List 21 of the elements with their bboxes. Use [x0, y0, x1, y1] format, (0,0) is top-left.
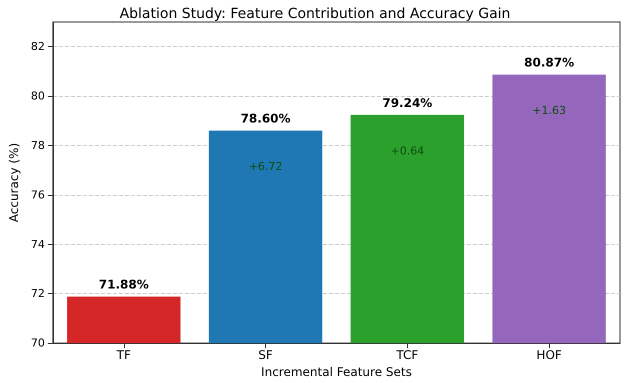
x-tick-label: HOF [536, 348, 562, 362]
annotation: +1.63 [532, 104, 566, 118]
y-tick-label: 72 [30, 287, 45, 300]
y-tick-label: 82 [30, 40, 45, 54]
y-tick-label: 70 [30, 336, 45, 350]
y-tick-label: 74 [30, 238, 45, 251]
y-tick-label: 76 [30, 188, 45, 202]
y-axis-title: Accuracy (%) [7, 142, 21, 222]
x-axis-title: Incremental Feature Sets [261, 365, 412, 379]
chart-title: Ablation Study: Feature Contribution and Accuracy Gain [120, 6, 510, 22]
annotation: +0.64 [390, 144, 424, 158]
data-label: 78.60% [240, 112, 291, 126]
data-label: 79.24% [382, 96, 432, 110]
data-label: 80.87% [524, 56, 574, 70]
x-tick-label: TCF [395, 348, 418, 362]
x-tick-label: SF [258, 348, 273, 362]
y-tick-label: 80 [30, 90, 45, 103]
data-label: 71.88% [98, 278, 149, 292]
annotation: +6.72 [248, 160, 282, 174]
y-tick-label: 78 [30, 139, 45, 152]
x-tick-label: TF [116, 348, 131, 362]
